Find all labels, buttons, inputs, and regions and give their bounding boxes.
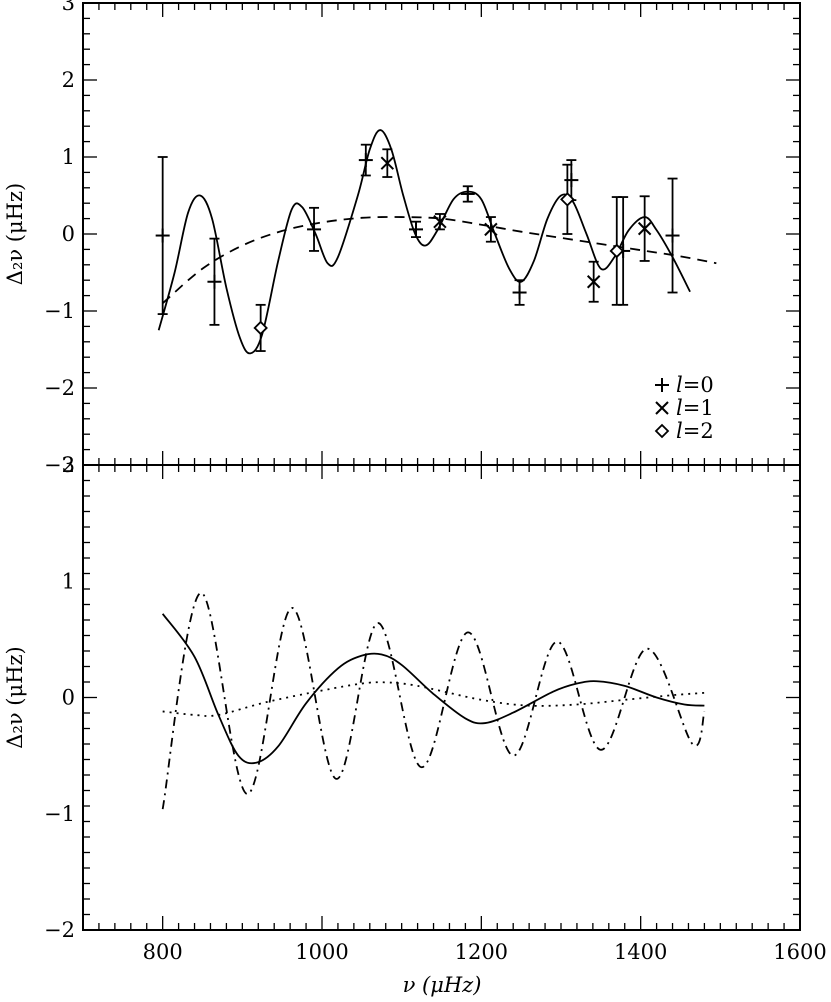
legend-entry-plus: l=0: [655, 373, 714, 397]
data-point-plus: [409, 220, 424, 238]
legend-entry-diamond: l=2: [654, 419, 714, 443]
legend-label-value: =2: [683, 419, 714, 443]
data-point-diamond: [609, 196, 625, 306]
cross-marker: [484, 222, 498, 237]
cross-marker: [637, 221, 652, 236]
data-point-cross: [586, 260, 601, 303]
x-tick-label: 1200: [455, 940, 508, 964]
data-points: [155, 143, 680, 352]
solid-component-line: [161, 613, 705, 765]
data-point-cross: [433, 213, 447, 231]
data-point-plus: [665, 177, 680, 294]
x-tick-label: 1400: [614, 940, 667, 964]
curves: [161, 591, 706, 810]
y-tick-label: 3: [62, 0, 75, 15]
y-tick-label: −1: [44, 299, 75, 323]
y-tick-label: −2: [44, 918, 75, 942]
fit-smooth-curve: [162, 216, 717, 304]
legend-label: l=1: [676, 396, 714, 420]
data-point-plus: [207, 237, 222, 326]
y-tick-label: 1: [62, 145, 75, 169]
y-tick-label: 2: [62, 68, 75, 92]
bottom-panel: 800 1000 1200 1400 1600 −2 −1 0 1 2 Δ₂ν (μHz): [3, 453, 827, 964]
cross-marker: [655, 401, 669, 415]
y-tick-label: 0: [62, 222, 75, 246]
data-point-cross: [637, 195, 652, 262]
legend-label-l: l: [676, 396, 683, 420]
diamond-marker: [253, 320, 268, 336]
diamond-marker: [609, 243, 625, 259]
cross-marker: [433, 214, 447, 229]
y-tick-label: −2: [44, 376, 75, 400]
y-axis-label: Δ₂ν (μHz): [3, 183, 27, 285]
cross-marker: [380, 156, 395, 170]
y-tick-label: 2: [62, 453, 75, 477]
legend-label-value: =1: [683, 396, 714, 420]
data-point-plus: [358, 143, 373, 177]
data-point-diamond: [560, 163, 575, 235]
curves: [157, 129, 717, 355]
legend-label-l: l: [676, 419, 683, 443]
data-point-cross: [380, 148, 395, 178]
fit-oscillatory-curve: [157, 129, 691, 355]
y-tick-label: 0: [62, 686, 75, 710]
plot-frame: [82, 464, 801, 931]
diamond-marker: [560, 192, 575, 207]
legend-entry-cross: l=1: [655, 396, 714, 420]
legend-label: l=2: [676, 419, 714, 443]
x-tick-label: 800: [143, 940, 183, 964]
dashdot-component-line: [161, 591, 706, 810]
x-tick-label: 1000: [295, 940, 348, 964]
legend-label: l=0: [676, 373, 714, 397]
legend: l=0l=1l=2: [654, 373, 714, 443]
dotted-component-line: [162, 681, 705, 717]
cross-marker: [586, 275, 601, 289]
y-axis-label: Δ₂ν (μHz): [3, 646, 27, 748]
data-point-diamond: [253, 303, 268, 352]
data-point-plus: [155, 156, 170, 315]
y-tick-label: −1: [44, 802, 75, 826]
data-point-plus: [307, 206, 322, 252]
y-tick-label: 1: [62, 569, 75, 593]
data-point-plus: [512, 279, 527, 306]
x-axis-label-group: ν (μHz): [403, 973, 482, 997]
y-tick-label: −3: [44, 453, 75, 477]
legend-label-value: =0: [683, 373, 714, 397]
x-tick-label: 1600: [773, 940, 826, 964]
data-point-cross: [484, 216, 498, 243]
legend-label-l: l: [676, 373, 683, 397]
data-point-plus: [460, 185, 475, 203]
x-axis-label: ν (μHz): [403, 973, 482, 997]
diamond-marker: [654, 423, 670, 439]
